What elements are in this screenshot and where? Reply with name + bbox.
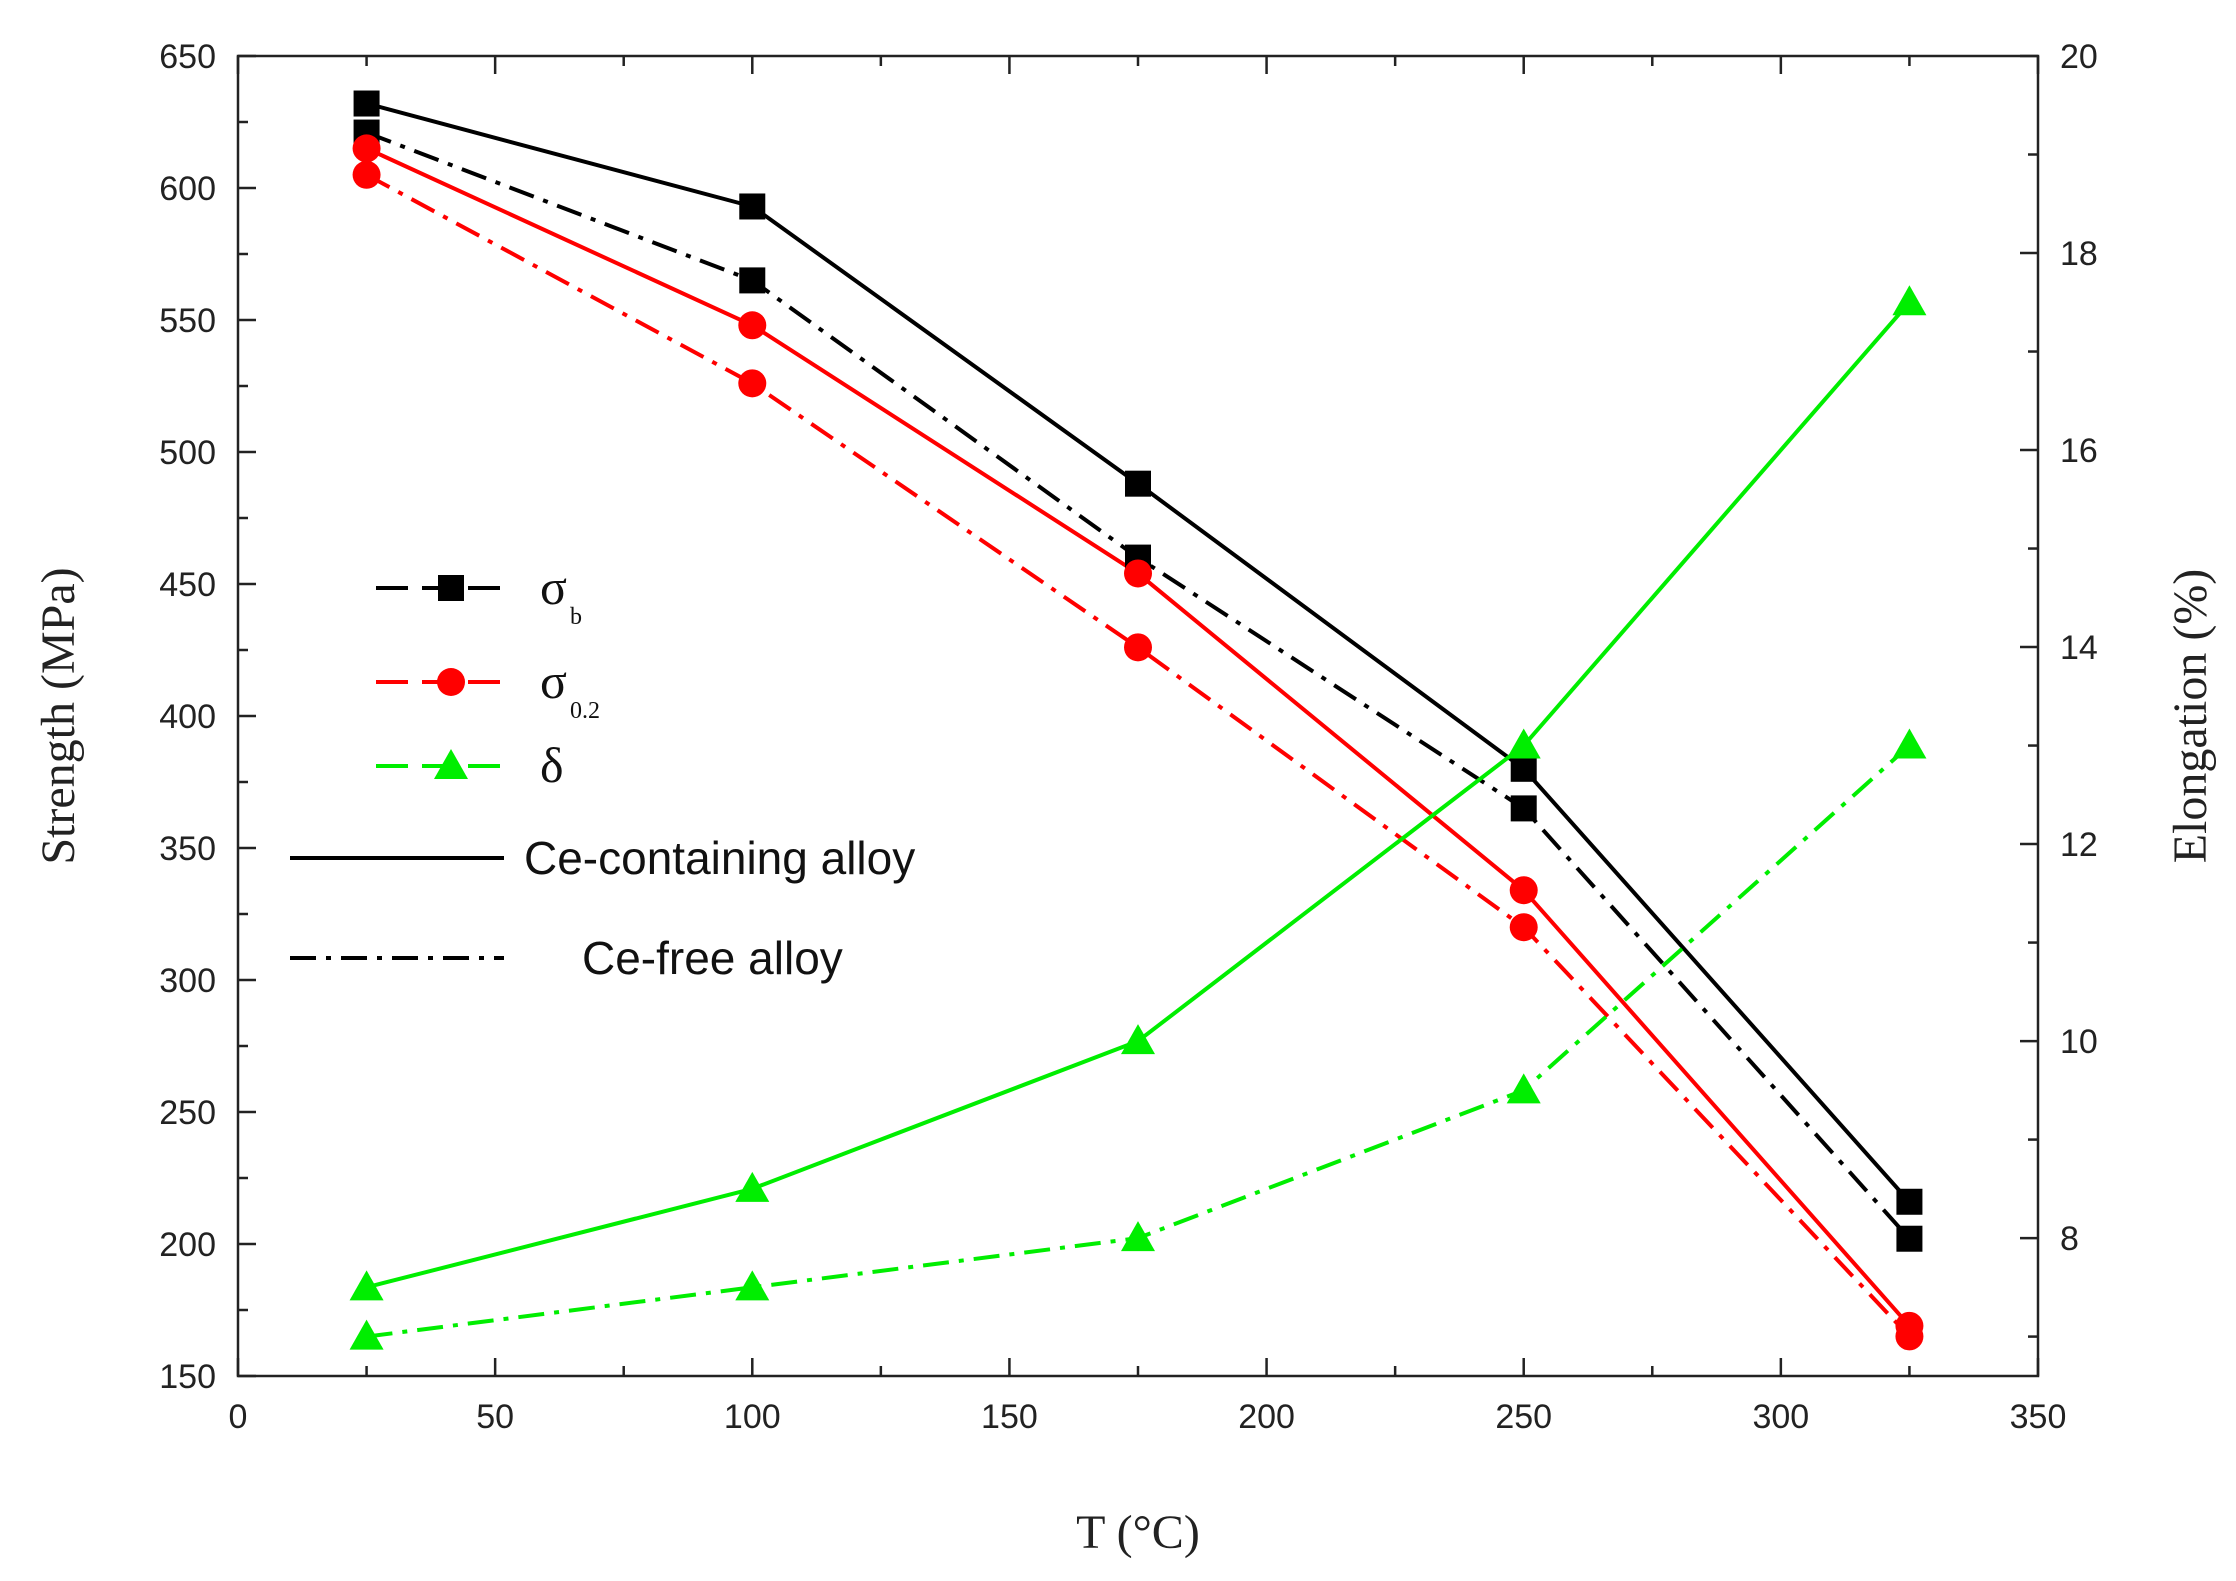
legend-symbol-2: δ (540, 737, 564, 793)
data-point-3-3 (1509, 913, 1538, 942)
data-point-1-1 (739, 267, 766, 294)
y-axis-title: Strength (MPa) (32, 567, 85, 864)
y2-axis-title: Elongation (%) (2164, 569, 2217, 864)
data-point-3-2 (1124, 633, 1152, 662)
legend-marker-0 (438, 575, 464, 601)
y-tick-label: 150 (159, 1358, 216, 1396)
legend-symbol-0: σ (540, 559, 567, 615)
legend-style-label-0: Ce-containing alloy (524, 832, 915, 884)
y2-tick-label: 14 (2060, 629, 2098, 667)
data-point-4-1 (735, 1171, 770, 1202)
data-point-0-1 (739, 193, 766, 220)
y2-tick-label: 12 (2060, 826, 2098, 864)
data-point-0-0 (353, 90, 380, 117)
legend-subscript-1: 0.2 (570, 698, 600, 724)
legend-symbol-1: σ (540, 653, 567, 709)
data-point-2-1 (738, 311, 767, 340)
y2-tick-label: 18 (2060, 235, 2098, 273)
series-line-3 (365, 173, 1911, 1338)
data-point-0-2 (1125, 470, 1151, 497)
y-tick-label: 200 (159, 1226, 216, 1264)
data-point-2-3 (1509, 876, 1538, 905)
series-line-2 (365, 146, 1911, 1328)
data-point-1-3 (1510, 795, 1537, 822)
x-tick-label: 50 (476, 1398, 514, 1436)
y-tick-label: 600 (159, 170, 216, 208)
y2-tick-label: 8 (2060, 1220, 2079, 1258)
data-point-4-4 (1892, 285, 1927, 316)
y-tick-label: 550 (159, 302, 216, 340)
x-tick-label: 300 (1752, 1398, 1809, 1436)
data-point-4-2 (1121, 1024, 1155, 1055)
y-tick-label: 400 (159, 698, 216, 736)
y-tick-label: 250 (159, 1094, 216, 1132)
y2-tick-label: 20 (2060, 38, 2098, 76)
data-point-0-4 (1896, 1188, 1923, 1215)
x-axis-title: T (°C) (1076, 1506, 1200, 1559)
y-tick-label: 300 (159, 962, 216, 1000)
x-tick-label: 350 (2010, 1398, 2067, 1436)
data-point-1-4 (1896, 1225, 1923, 1252)
series-line-4 (366, 300, 1911, 1290)
data-point-5-3 (1506, 1073, 1541, 1104)
x-tick-label: 150 (981, 1398, 1038, 1436)
legend-marker-1 (437, 668, 465, 696)
legend-style-label-1: Ce-free alloy (582, 932, 843, 984)
legend-marker-2 (434, 749, 468, 779)
data-point-5-0 (349, 1319, 384, 1350)
plot-frame (236, 54, 2040, 1378)
data-point-5-1 (735, 1270, 770, 1301)
data-point-4-0 (349, 1270, 384, 1301)
y2-tick-label: 10 (2060, 1023, 2098, 1061)
data-point-2-0 (352, 134, 381, 163)
data-point-3-1 (738, 369, 767, 398)
x-tick-label: 250 (1495, 1398, 1552, 1436)
y2-tick-label: 16 (2060, 432, 2098, 470)
data-point-3-0 (352, 160, 381, 189)
data-point-2-2 (1124, 559, 1152, 588)
x-tick-label: 100 (724, 1398, 781, 1436)
data-point-3-4 (1895, 1322, 1924, 1351)
data-point-4-3 (1506, 728, 1541, 759)
x-tick-label: 200 (1238, 1398, 1295, 1436)
data-point-5-2 (1121, 1221, 1155, 1252)
y-tick-label: 650 (159, 38, 216, 76)
y-tick-label: 450 (159, 566, 216, 604)
data-point-0-3 (1510, 755, 1537, 782)
data-point-5-4 (1892, 728, 1927, 759)
legend-subscript-0: b (570, 604, 582, 630)
y-tick-label: 500 (159, 434, 216, 472)
x-tick-label: 0 (229, 1398, 248, 1436)
y-tick-label: 350 (159, 830, 216, 868)
